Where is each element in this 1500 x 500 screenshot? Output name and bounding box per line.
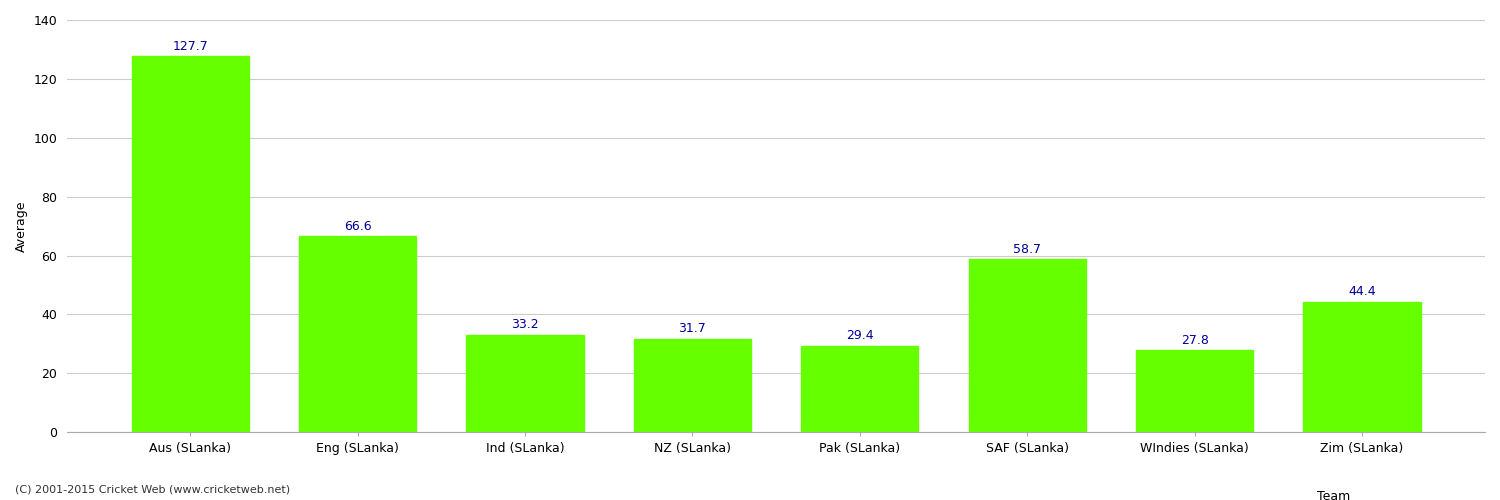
Text: 127.7: 127.7	[172, 40, 208, 52]
Text: 66.6: 66.6	[344, 220, 372, 232]
Bar	[1136, 350, 1252, 432]
Bar	[466, 334, 584, 432]
Bar	[969, 260, 1086, 432]
Text: (C) 2001-2015 Cricket Web (www.cricketweb.net): (C) 2001-2015 Cricket Web (www.cricketwe…	[15, 485, 290, 495]
Bar	[801, 346, 918, 432]
Text: Team: Team	[1317, 490, 1350, 500]
Text: 29.4: 29.4	[846, 329, 873, 342]
Bar	[1304, 302, 1420, 432]
Y-axis label: Average: Average	[15, 200, 28, 252]
Text: 31.7: 31.7	[678, 322, 706, 336]
Text: 27.8: 27.8	[1180, 334, 1209, 347]
Bar	[634, 339, 752, 432]
Text: 33.2: 33.2	[512, 318, 538, 331]
Bar	[132, 56, 249, 432]
Bar	[298, 236, 416, 432]
Text: 44.4: 44.4	[1348, 285, 1376, 298]
Text: 58.7: 58.7	[1013, 243, 1041, 256]
